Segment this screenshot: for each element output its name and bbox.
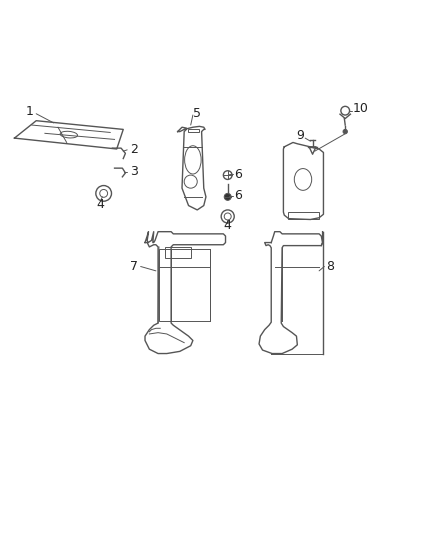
Text: 6: 6 [234, 168, 242, 181]
Text: 4: 4 [223, 219, 231, 232]
Circle shape [224, 193, 231, 200]
Text: 10: 10 [353, 102, 369, 116]
Text: 9: 9 [296, 130, 304, 142]
Text: 7: 7 [130, 260, 138, 273]
Text: 3: 3 [130, 165, 138, 178]
Text: 4: 4 [96, 198, 104, 211]
Circle shape [343, 130, 347, 134]
Text: 5: 5 [193, 107, 201, 120]
Text: 2: 2 [130, 143, 138, 156]
Text: 8: 8 [325, 260, 334, 273]
Text: 6: 6 [234, 189, 242, 202]
Text: 1: 1 [25, 106, 33, 118]
